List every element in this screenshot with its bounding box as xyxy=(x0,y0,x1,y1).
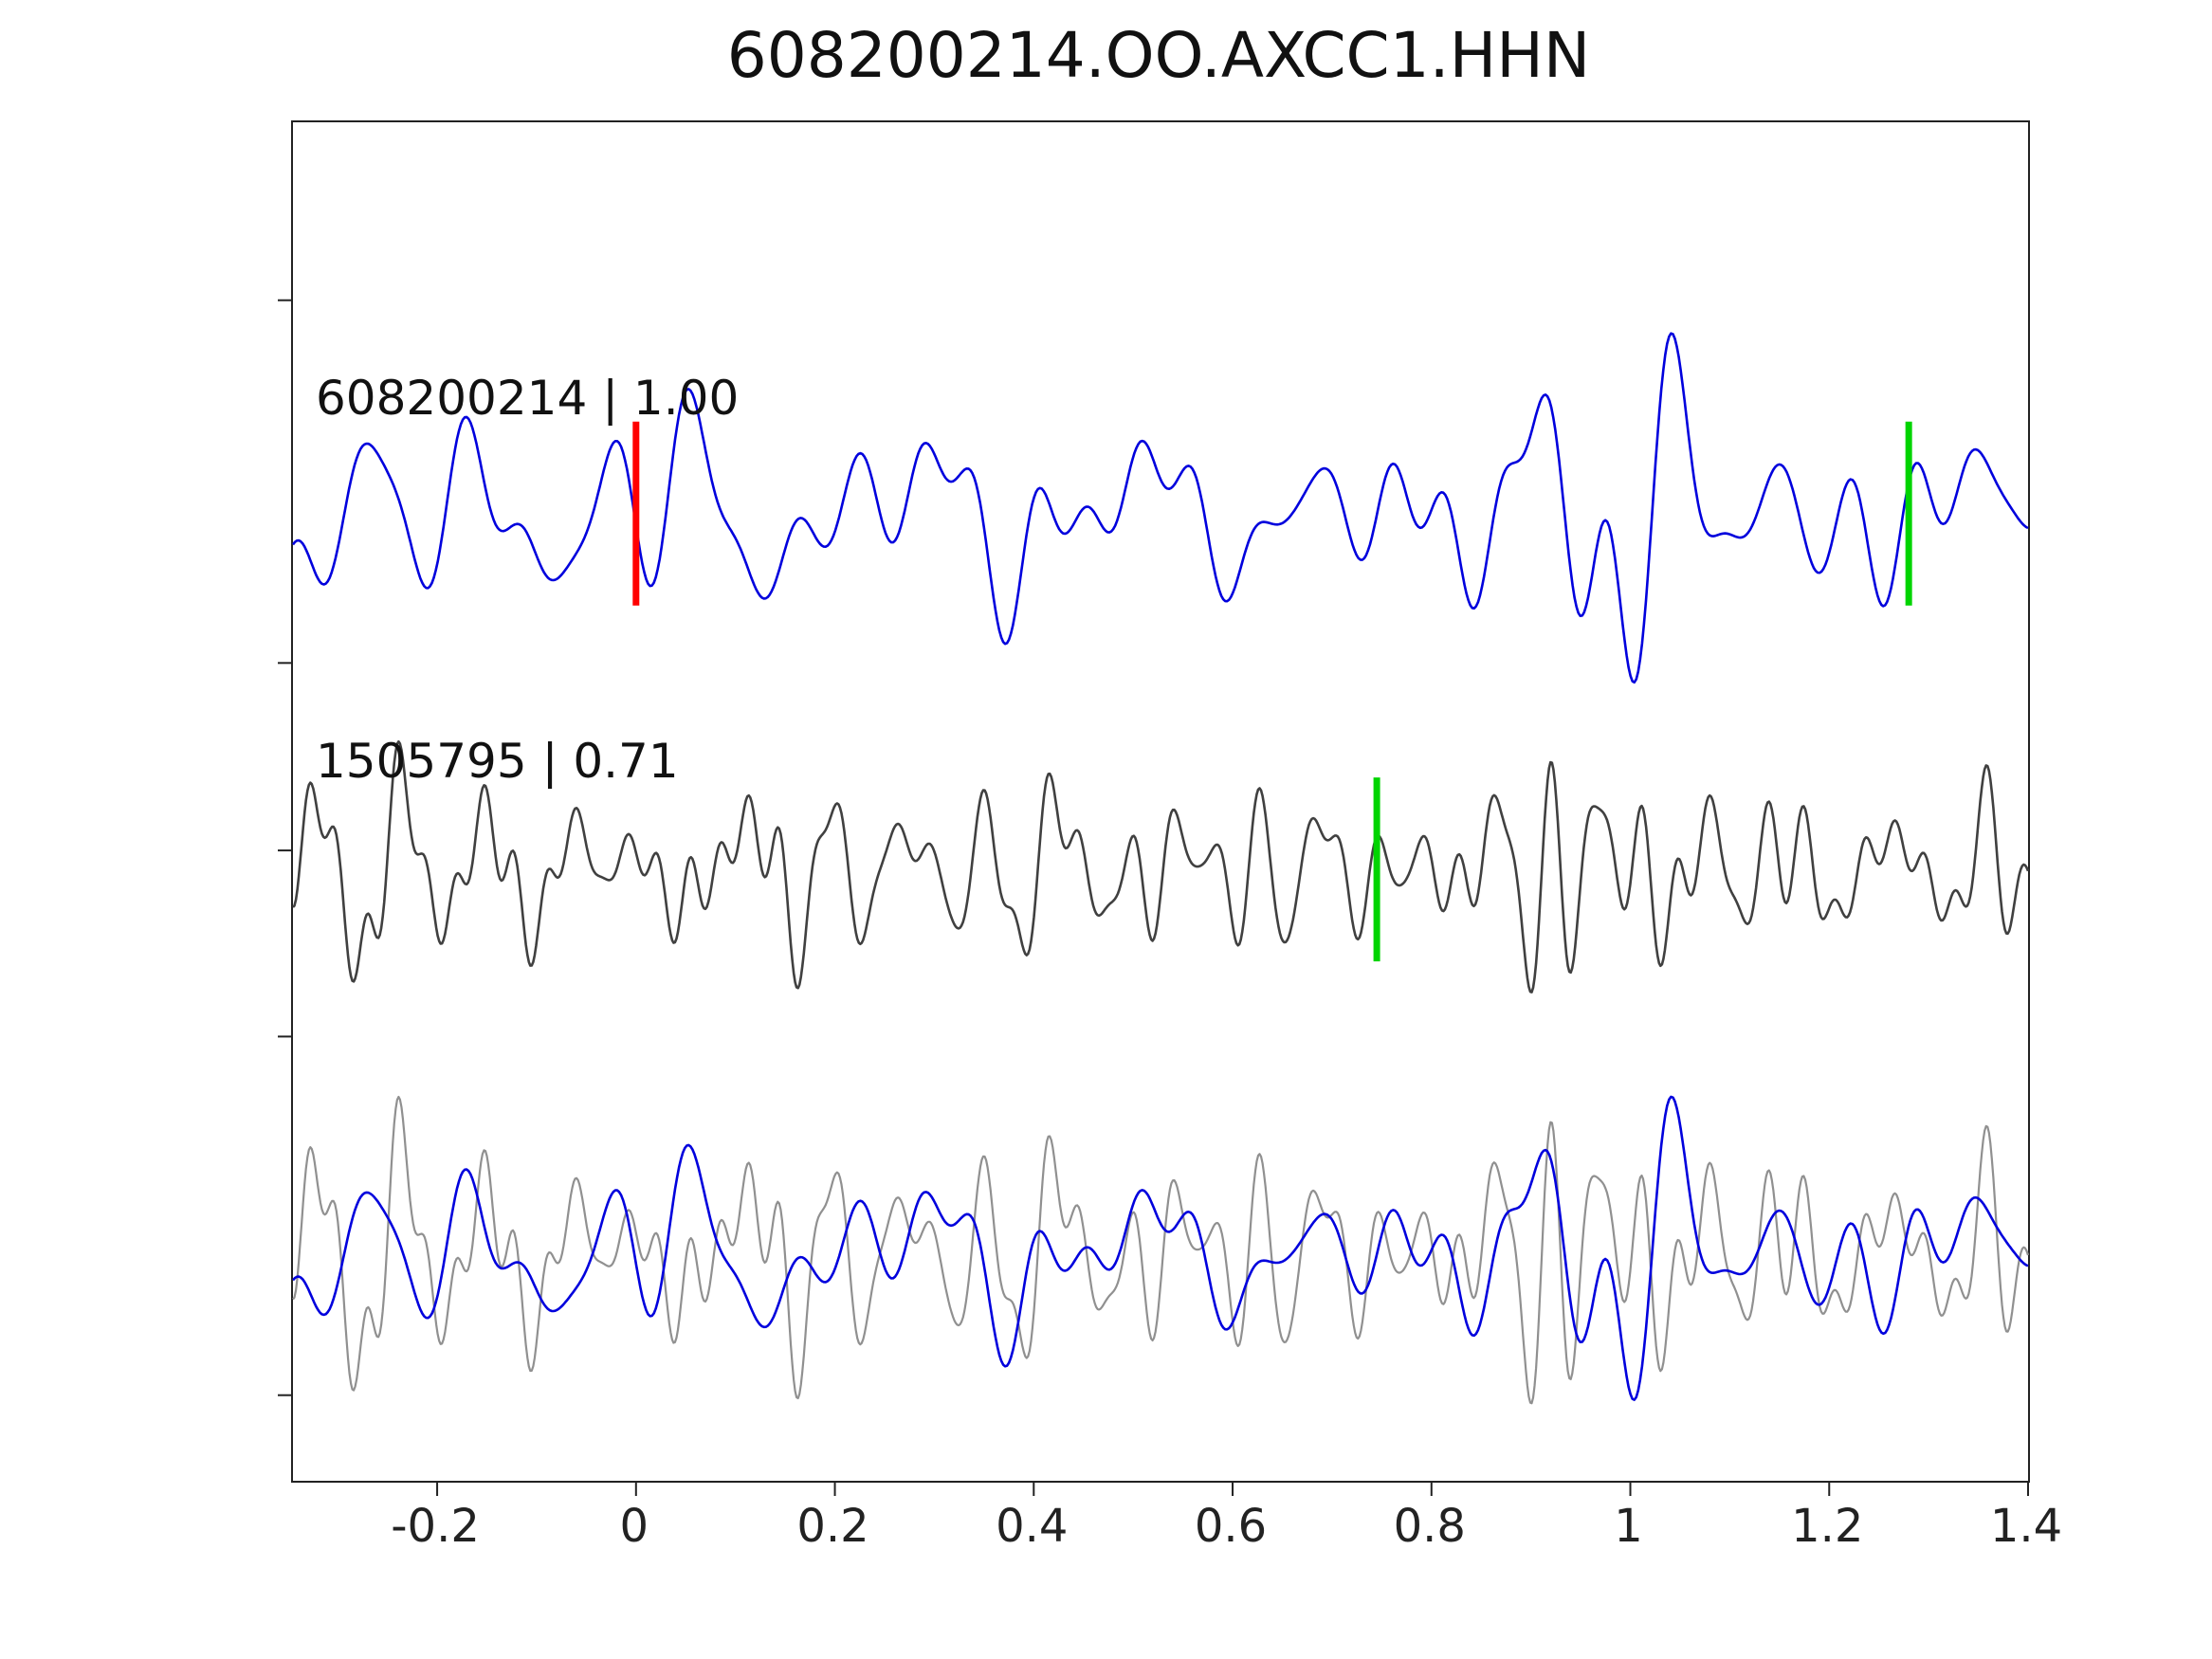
x-tick-label: 0.4 xyxy=(996,1500,1069,1553)
waveform-canvas xyxy=(278,299,2030,1496)
x-tick-label: 1 xyxy=(1614,1500,1643,1553)
x-tick-label: -0.2 xyxy=(391,1500,480,1553)
chart-title: 608200214.OO.AXCC1.HHN xyxy=(726,19,1591,92)
x-tick-label: 0.6 xyxy=(1194,1500,1268,1553)
trace-detection xyxy=(292,739,2030,994)
trace-template xyxy=(291,332,2029,684)
trace-label-detection: 1505795 | 0.71 xyxy=(316,734,679,789)
trace-overlay-1 xyxy=(292,1095,2029,1401)
plot-area: 608200214 | 1.00 1505795 | 0.71 xyxy=(278,120,2030,1496)
x-tick-label: 0 xyxy=(619,1500,649,1553)
trace-overlay-0 xyxy=(292,1095,2030,1405)
x-tick-label: 0.8 xyxy=(1393,1500,1466,1553)
trace-label-template: 608200214 | 1.00 xyxy=(316,371,740,426)
x-tick-label: 0.2 xyxy=(796,1500,869,1553)
x-tick-label: 1.2 xyxy=(1791,1500,1864,1553)
x-tick-label: 1.4 xyxy=(1989,1500,2063,1553)
